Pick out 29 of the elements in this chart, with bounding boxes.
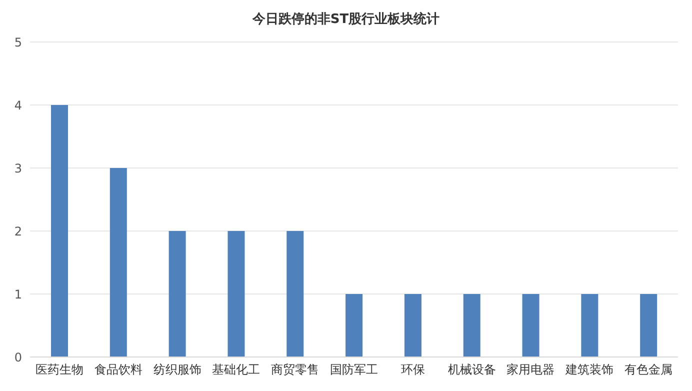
x-tick-label: 商贸零售 [271,362,320,377]
y-tick-label: 3 [14,161,22,176]
bar [168,231,186,357]
bar [522,294,540,357]
x-tick-label: 有色金属 [624,362,673,377]
x-tick-label: 基础化工 [212,362,260,377]
y-tick-label: 0 [14,350,22,364]
bar [51,105,68,357]
bar [640,294,658,357]
y-tick-label: 1 [14,287,22,302]
bar [228,231,245,357]
x-tick-label: 家用电器 [506,362,555,377]
x-tick-label: 国防军工 [330,362,378,377]
bar [581,294,598,357]
x-tick-label: 建筑装饰 [564,362,614,377]
chart-title: 今日跌停的非ST股行业板块统计 [251,10,441,29]
x-tick-label: 医药生物 [35,362,84,377]
x-tick-label: 食品饮料 [94,362,142,377]
bar [110,168,127,357]
bar [404,294,422,357]
bar [346,294,363,357]
x-tick-label: 环保 [400,362,425,377]
x-tick-label: 纺织服饰 [153,362,202,377]
y-tick-label: 4 [14,98,22,112]
y-tick-label: 2 [14,224,22,238]
x-tick-label: 机械设备 [448,362,496,377]
bar [286,231,304,357]
y-tick-label: 5 [14,35,22,50]
bar [463,294,480,357]
